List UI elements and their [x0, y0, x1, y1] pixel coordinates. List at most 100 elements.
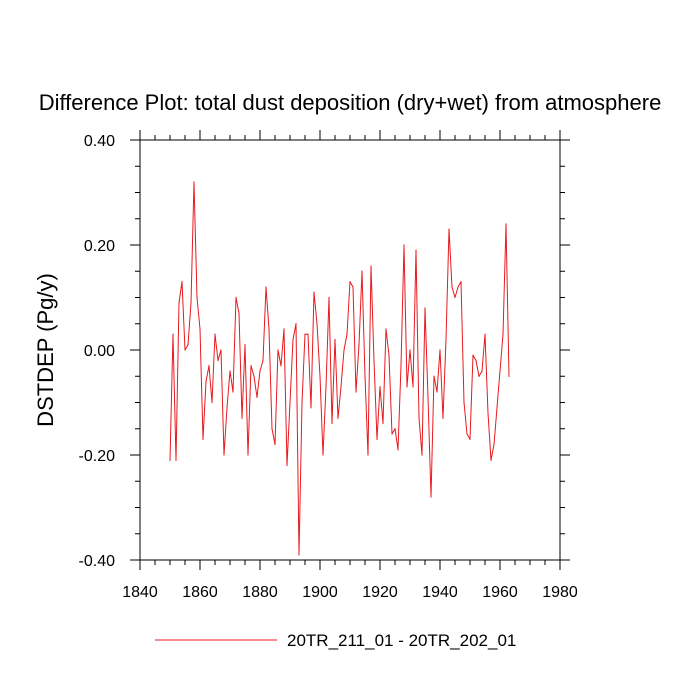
data-point	[442, 417, 444, 419]
data-point	[274, 443, 276, 446]
data-point	[178, 302, 180, 304]
data-point	[259, 370, 261, 372]
legend: 20TR_211_01 - 20TR_202_01	[155, 631, 516, 650]
data-point	[322, 454, 324, 456]
data-point	[490, 459, 492, 461]
data-point	[301, 401, 303, 404]
data-point	[319, 375, 321, 377]
x-tick-label: 1960	[482, 584, 518, 601]
data-point	[280, 365, 282, 367]
data-point	[196, 296, 198, 299]
data-point	[388, 354, 390, 356]
x-tick-label: 1840	[122, 584, 158, 601]
data-point	[202, 438, 204, 440]
data-point	[313, 291, 315, 293]
data-point	[310, 407, 312, 409]
data-point	[304, 333, 306, 335]
data-point	[502, 333, 504, 335]
data-point	[478, 375, 480, 377]
data-point	[505, 223, 507, 225]
data-point	[445, 338, 447, 341]
data-point	[187, 344, 189, 346]
data-point	[217, 359, 219, 362]
data-point	[208, 365, 210, 367]
x-tick-label: 1940	[422, 584, 458, 601]
data-point	[496, 407, 498, 409]
x-tick-label: 1920	[362, 584, 398, 601]
data-point	[193, 181, 195, 183]
x-tick-label: 1880	[242, 584, 278, 601]
data-point	[463, 401, 465, 404]
data-point	[439, 349, 441, 351]
data-point	[235, 296, 237, 299]
data-point	[223, 454, 225, 456]
data-point	[406, 386, 408, 388]
data-point	[295, 323, 297, 325]
data-point	[343, 349, 345, 351]
data-point	[394, 428, 396, 430]
data-point	[253, 375, 255, 377]
y-tick-label: -0.40	[79, 553, 116, 570]
data-point	[340, 386, 342, 388]
data-point	[250, 365, 252, 367]
data-point	[337, 417, 339, 419]
data-point	[184, 349, 186, 351]
data-point	[448, 228, 450, 230]
data-point	[331, 422, 333, 425]
data-point	[391, 433, 393, 435]
data-point	[325, 386, 327, 388]
data-point	[379, 386, 381, 388]
data-point	[487, 412, 489, 414]
axis-ticks	[130, 130, 570, 570]
chart-title: Difference Plot: total dust deposition (…	[39, 90, 662, 115]
data-point	[412, 386, 414, 388]
data-point	[286, 464, 288, 467]
data-point	[358, 344, 360, 346]
data-point	[283, 328, 285, 330]
data-point	[262, 359, 264, 362]
y-tick-label: 0.40	[84, 133, 115, 150]
data-point	[292, 338, 294, 341]
plot-frame	[139, 139, 561, 561]
data-point	[481, 370, 483, 372]
data-point	[409, 349, 411, 351]
data-point	[265, 286, 267, 288]
data-point	[466, 433, 468, 435]
series-line	[169, 181, 510, 556]
data-point	[307, 333, 309, 335]
data-point	[220, 349, 222, 351]
data-point	[277, 349, 279, 351]
data-point	[352, 286, 354, 288]
data-point	[289, 401, 291, 404]
data-point	[451, 286, 453, 288]
data-point	[190, 302, 192, 304]
data-point	[427, 396, 429, 398]
y-tick-labels: -0.40 -0.20 0.00 0.20 0.40	[79, 133, 116, 570]
x-tick-label: 1900	[302, 584, 338, 601]
data-point	[175, 459, 177, 461]
x-tick-labels: 1840 1860 1880 1900 1920 1940 1960 1980	[122, 584, 578, 601]
x-tick-label: 1980	[542, 584, 578, 601]
data-point	[370, 265, 372, 267]
data-point	[355, 391, 357, 393]
data-point	[232, 391, 234, 393]
data-point	[328, 296, 330, 299]
data-point	[172, 333, 174, 335]
data-point	[493, 443, 495, 446]
data-point	[361, 270, 363, 272]
data-point	[457, 286, 459, 288]
data-point	[247, 454, 249, 456]
data-point	[244, 344, 246, 346]
data-point	[460, 281, 462, 283]
y-tick-label: 0.00	[84, 343, 115, 360]
data-point	[472, 354, 474, 356]
data-point	[238, 312, 240, 314]
data-point	[241, 417, 243, 419]
data-point	[205, 380, 207, 383]
data-point	[211, 401, 213, 404]
data-point	[181, 281, 183, 283]
data-point	[499, 370, 501, 372]
data-point	[484, 333, 486, 335]
data-point	[400, 365, 402, 367]
